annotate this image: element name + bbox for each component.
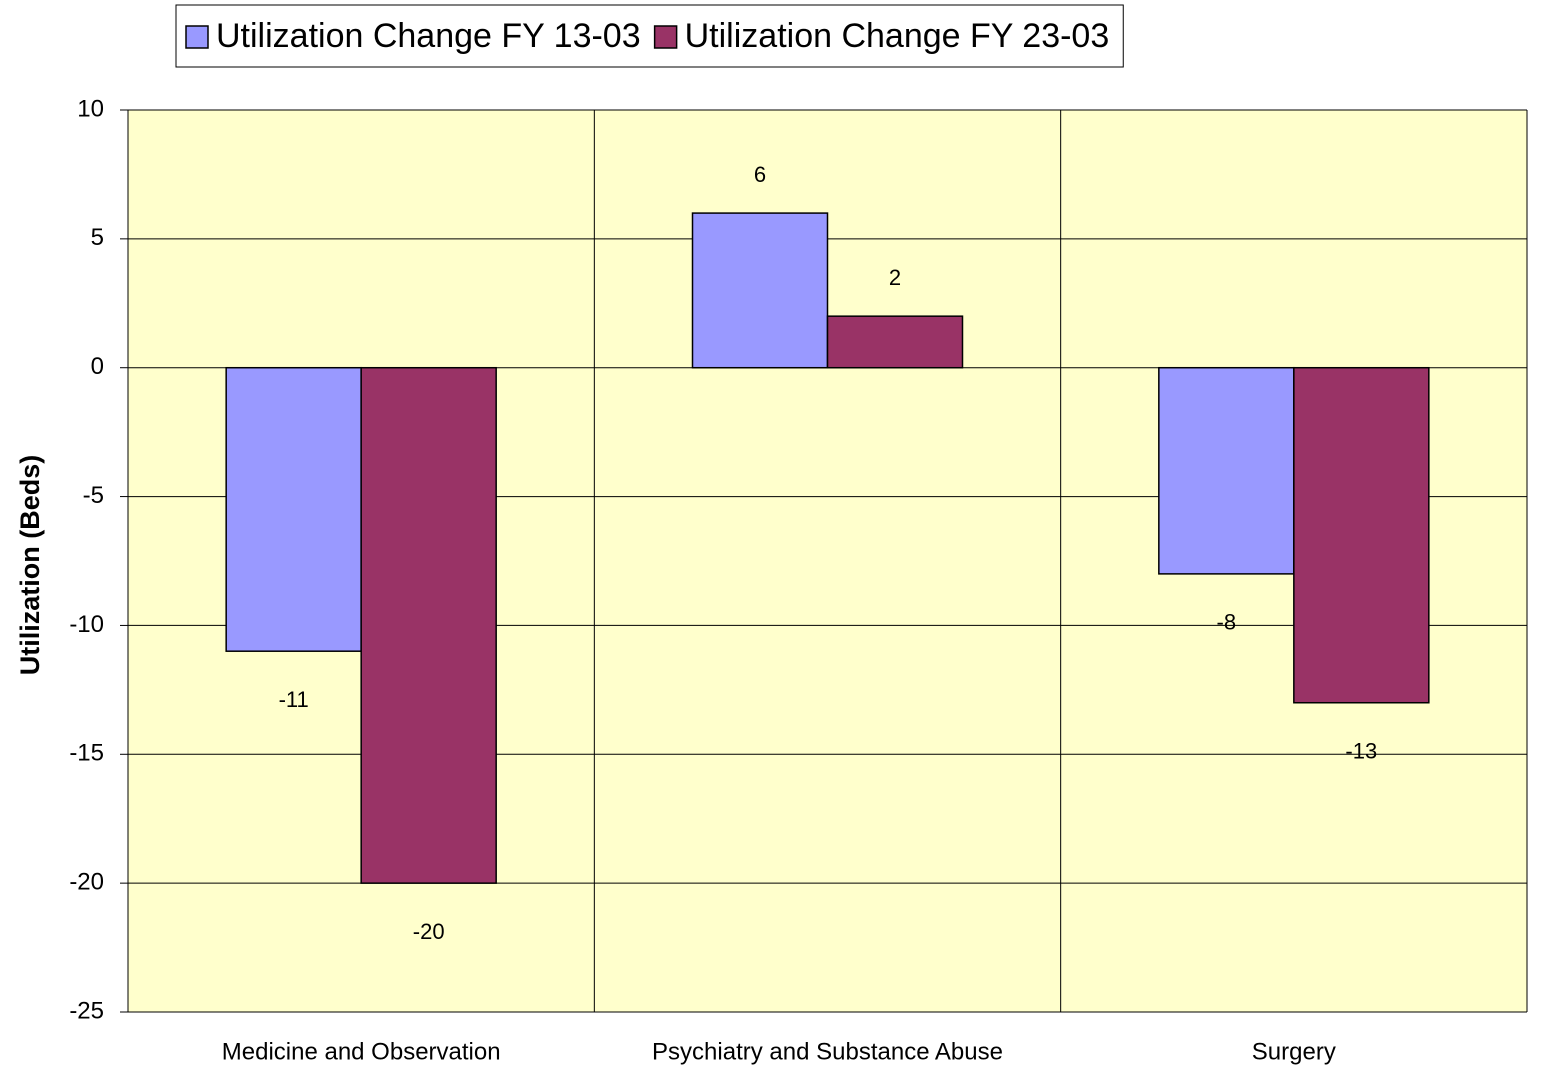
bar [1293, 366, 1430, 704]
legend-swatch [185, 25, 209, 49]
y-tick-label: 10 [77, 95, 104, 122]
bar [691, 212, 829, 369]
x-tick-label: Psychiatry and Substance Abuse [652, 1038, 1003, 1065]
bar [1158, 366, 1295, 575]
data-label: -20 [413, 919, 445, 944]
data-label: -13 [1345, 739, 1377, 764]
legend-swatch [653, 25, 678, 49]
y-tick-label: -25 [69, 997, 104, 1024]
x-tick-label: Surgery [1252, 1038, 1336, 1065]
data-label: -11 [279, 687, 309, 712]
legend-box [175, 4, 1124, 68]
y-tick-label: -15 [69, 740, 104, 767]
y-tick-label: 0 [91, 353, 104, 380]
y-tick-label: -10 [69, 611, 104, 638]
legend-label: Utilization Change FY 13-03 [216, 17, 641, 55]
bar [225, 366, 362, 652]
x-tick-label: Medicine and Observation [222, 1038, 501, 1065]
data-label: 6 [754, 162, 766, 187]
y-tick-label: -5 [83, 482, 104, 509]
y-tick-label: 5 [91, 224, 104, 251]
y-tick-label: -20 [69, 868, 104, 895]
legend-label: Utilization Change FY 23-03 [685, 17, 1110, 55]
data-label: -8 [1217, 610, 1237, 635]
y-axis-label: Utilization (Beds) [15, 455, 45, 676]
bar [360, 366, 497, 884]
data-label: 2 [889, 265, 901, 290]
bar [826, 315, 964, 369]
